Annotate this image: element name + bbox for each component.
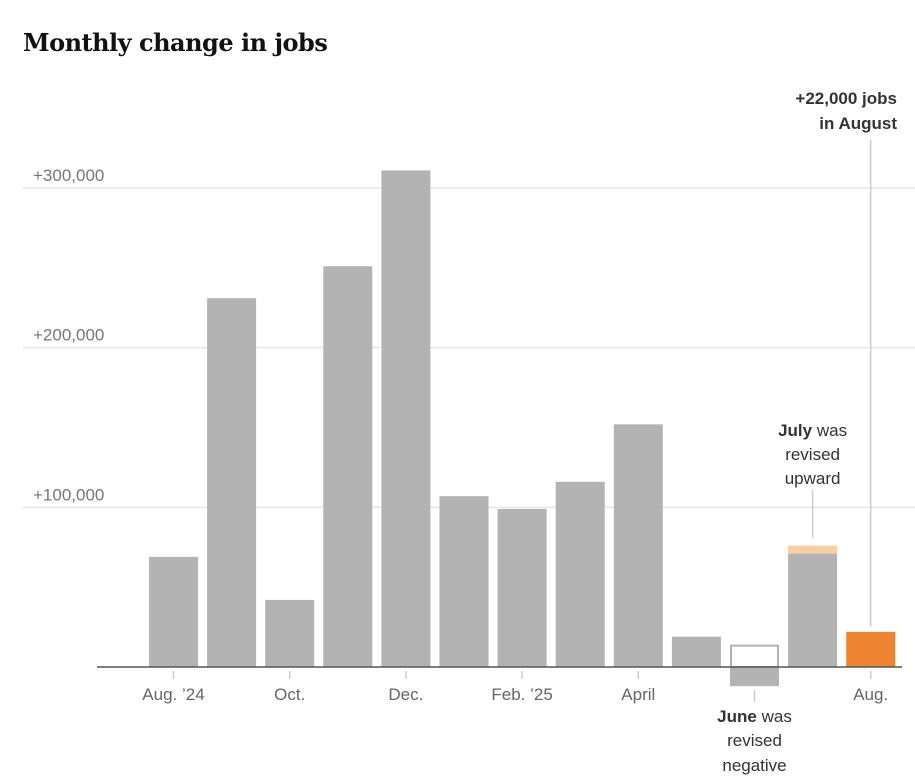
revision-segment <box>788 545 838 554</box>
bar <box>439 496 489 667</box>
bar <box>555 481 605 667</box>
bar <box>497 508 547 667</box>
y-tick-label: +200,000 <box>33 326 104 345</box>
bar <box>149 556 198 667</box>
june-annotation: revised <box>727 731 782 750</box>
june-bold: June <box>717 707 757 726</box>
july-annotation: July was <box>778 421 847 440</box>
chart-title: Monthly change in jobs <box>23 28 328 57</box>
bar <box>207 298 257 667</box>
x-tick-label: Aug. <box>853 685 888 704</box>
july-bold: July <box>778 421 813 440</box>
x-tick-label: April <box>621 685 655 704</box>
bar <box>671 636 721 667</box>
july-annotation: upward <box>785 469 841 488</box>
bar <box>846 631 896 667</box>
july-annotation: revised <box>785 445 840 464</box>
x-tick-label: Feb. ’25 <box>491 685 552 704</box>
y-tick-label: +300,000 <box>33 166 104 185</box>
x-tick-label: Dec. <box>388 685 423 704</box>
x-tick-label: Oct. <box>274 685 305 704</box>
y-tick-label: +100,000 <box>33 485 104 504</box>
bar <box>730 667 779 687</box>
bar <box>613 424 663 667</box>
bar <box>265 599 315 667</box>
x-tick-label: Aug. ’24 <box>142 685 204 704</box>
bar <box>323 266 373 667</box>
june-annotation: negative <box>722 756 786 775</box>
prior-estimate-outline <box>730 644 779 668</box>
june-annotation: June was <box>717 707 792 726</box>
bar <box>381 170 431 668</box>
august-annotation: +22,000 jobs <box>795 89 897 108</box>
bar <box>788 553 838 667</box>
august-annotation: in August <box>819 114 897 133</box>
